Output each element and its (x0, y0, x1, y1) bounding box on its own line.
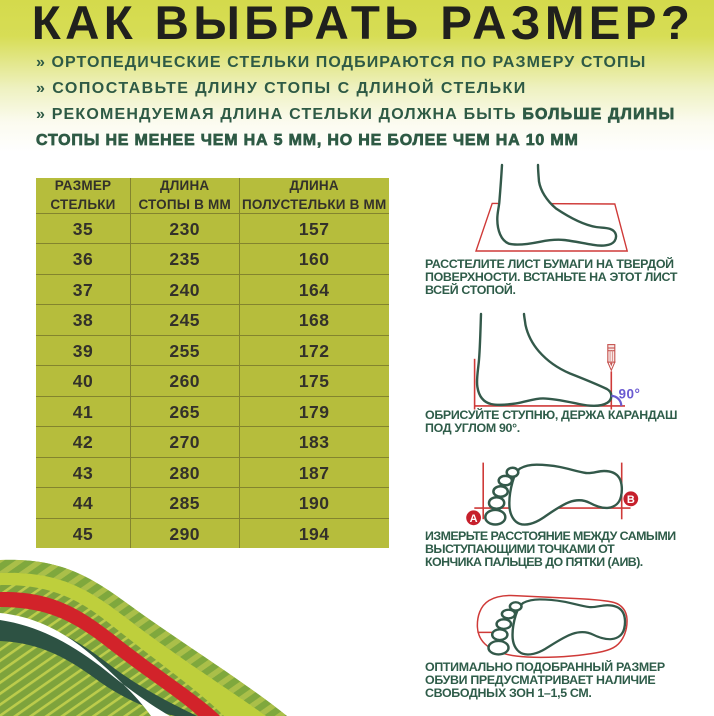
svg-text:90°: 90° (619, 387, 641, 402)
svg-text:A: A (470, 513, 478, 525)
svg-text:B: B (627, 494, 635, 506)
